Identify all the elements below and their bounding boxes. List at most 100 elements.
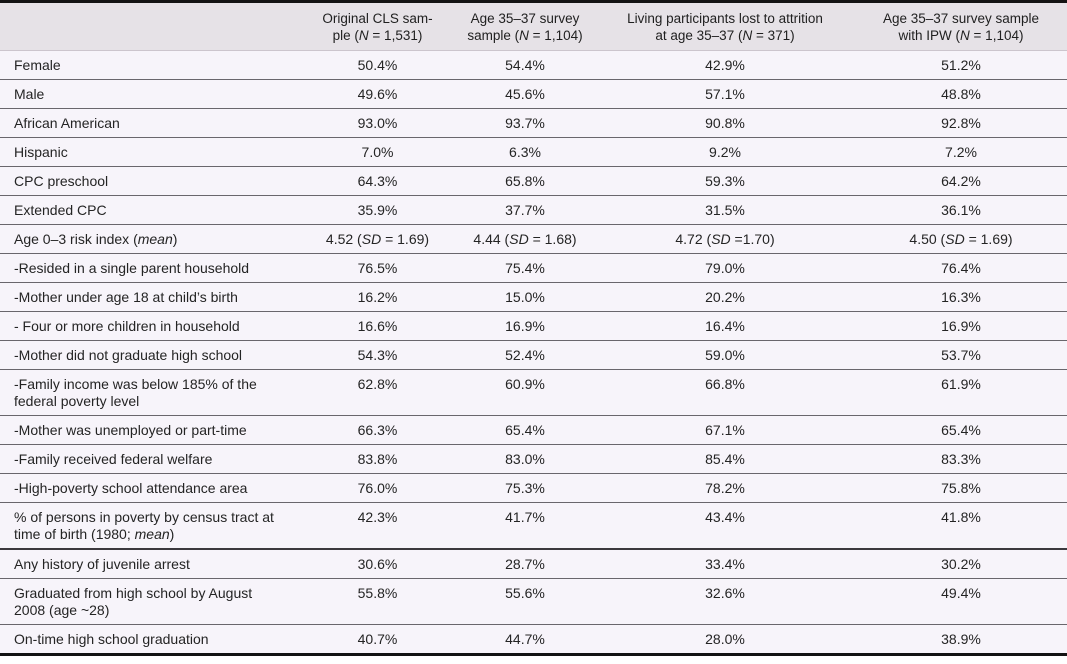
row-label: On-time high school graduation [0, 624, 300, 655]
table-row: African American 93.0% 93.7% 90.8% 92.8% [0, 108, 1067, 138]
cell-value: 7.0% [300, 137, 455, 167]
cell-value: 45.6% [455, 79, 595, 109]
cell-value: 30.6% [300, 548, 455, 579]
row-label: Female [0, 50, 300, 80]
cell-value: 83.3% [855, 444, 1067, 474]
row-label: Extended CPC [0, 195, 300, 225]
cell-value: 76.0% [300, 473, 455, 503]
cell-value: 54.4% [455, 50, 595, 80]
cell-value: 61.9% [855, 369, 1067, 416]
cell-value: 4.72 (SD =1.70) [595, 224, 855, 254]
column-header-1: Original CLS sam-ple (N = 1,531) [300, 1, 455, 51]
table-row: Hispanic 7.0% 6.3% 9.2% 7.2% [0, 137, 1067, 167]
row-label: -Family received federal welfare [0, 444, 300, 474]
cell-value: 28.0% [595, 624, 855, 655]
cell-value: 48.8% [855, 79, 1067, 109]
cell-value: 52.4% [455, 340, 595, 370]
cell-value: 4.44 (SD = 1.68) [455, 224, 595, 254]
cell-value: 16.3% [855, 282, 1067, 312]
cell-value: 41.8% [855, 502, 1067, 549]
cell-value: 59.3% [595, 166, 855, 196]
row-label: Graduated from high school by August 200… [0, 578, 300, 625]
cell-value: 6.3% [455, 137, 595, 167]
cell-value: 60.9% [455, 369, 595, 416]
row-label: -Family income was below 185% of the fed… [0, 369, 300, 416]
row-label: - Four or more children in household [0, 311, 300, 341]
row-label: Hispanic [0, 137, 300, 167]
row-label: -Mother was unemployed or part-time [0, 415, 300, 445]
cell-value: 93.0% [300, 108, 455, 138]
cell-value: 40.7% [300, 624, 455, 655]
table-row: -Resided in a single parent household 76.… [0, 253, 1067, 283]
cell-value: 42.3% [300, 502, 455, 549]
cell-value: 37.7% [455, 195, 595, 225]
column-header-2: Age 35–37 survey sample (N = 1,104) [455, 1, 595, 51]
row-label: African American [0, 108, 300, 138]
table-row: Extended CPC 35.9% 37.7% 31.5% 36.1% [0, 195, 1067, 225]
cell-value: 16.6% [300, 311, 455, 341]
cell-value: 90.8% [595, 108, 855, 138]
table-row: -Mother was unemployed or part-time 66.3%… [0, 415, 1067, 445]
cell-value: 76.5% [300, 253, 455, 283]
header-row: Original CLS sam-ple (N = 1,531) Age 35–3… [0, 1, 1067, 51]
cell-value: 57.1% [595, 79, 855, 109]
cell-value: 76.4% [855, 253, 1067, 283]
table-row: Any history of juvenile arrest 30.6% 28.7%… [0, 548, 1067, 579]
cell-value: 75.3% [455, 473, 595, 503]
table-row: - Four or more children in household 16.6… [0, 311, 1067, 341]
header-empty-cell [0, 1, 300, 51]
cell-value: 64.3% [300, 166, 455, 196]
cell-value: 44.7% [455, 624, 595, 655]
table-body: Female 50.4% 54.4% 42.9% 51.2% Male 49.6% 45.6%… [0, 50, 1067, 655]
cell-value: 65.4% [855, 415, 1067, 445]
cell-value: 33.4% [595, 548, 855, 579]
table-row: Graduated from high school by August 200… [0, 578, 1067, 625]
cell-value: 36.1% [855, 195, 1067, 225]
row-label: Male [0, 79, 300, 109]
column-header-4: Age 35–37 survey sample with IPW (N = 1,1… [855, 1, 1067, 51]
cell-value: 79.0% [595, 253, 855, 283]
cell-value: 83.0% [455, 444, 595, 474]
cell-value: 32.6% [595, 578, 855, 625]
cell-value: 65.4% [455, 415, 595, 445]
cell-value: 4.50 (SD = 1.69) [855, 224, 1067, 254]
cell-value: 38.9% [855, 624, 1067, 655]
row-label: % of persons in poverty by census tract … [0, 502, 300, 549]
cell-value: 67.1% [595, 415, 855, 445]
cell-value: 65.8% [455, 166, 595, 196]
cell-value: 43.4% [595, 502, 855, 549]
cell-value: 9.2% [595, 137, 855, 167]
cell-value: 50.4% [300, 50, 455, 80]
cell-value: 16.4% [595, 311, 855, 341]
cell-value: 62.8% [300, 369, 455, 416]
cell-value: 49.4% [855, 578, 1067, 625]
cell-value: 35.9% [300, 195, 455, 225]
row-label: CPC preschool [0, 166, 300, 196]
table-row: -Mother did not graduate high school 54.3… [0, 340, 1067, 370]
cell-value: 75.8% [855, 473, 1067, 503]
cell-value: 41.7% [455, 502, 595, 549]
row-label: -High-poverty school attendance area [0, 473, 300, 503]
cell-value: 30.2% [855, 548, 1067, 579]
cell-value: 93.7% [455, 108, 595, 138]
table-row: Male 49.6% 45.6% 57.1% 48.8% [0, 79, 1067, 109]
cell-value: 75.4% [455, 253, 595, 283]
cell-value: 15.0% [455, 282, 595, 312]
cell-value: 20.2% [595, 282, 855, 312]
cell-value: 92.8% [855, 108, 1067, 138]
cell-value: 16.9% [455, 311, 595, 341]
table-row: CPC preschool 64.3% 65.8% 59.3% 64.2% [0, 166, 1067, 196]
table-row: % of persons in poverty by census tract … [0, 502, 1067, 549]
cell-value: 55.6% [455, 578, 595, 625]
table-row: Age 0–3 risk index (mean) 4.52 (SD = 1.69… [0, 224, 1067, 254]
cell-value: 59.0% [595, 340, 855, 370]
table-header: Original CLS sam-ple (N = 1,531) Age 35–3… [0, 1, 1067, 51]
cell-value: 7.2% [855, 137, 1067, 167]
table-row: Female 50.4% 54.4% 42.9% 51.2% [0, 50, 1067, 80]
table-row: On-time high school graduation 40.7% 44.7%… [0, 624, 1067, 655]
cell-value: 4.52 (SD = 1.69) [300, 224, 455, 254]
cell-value: 16.2% [300, 282, 455, 312]
cell-value: 54.3% [300, 340, 455, 370]
cell-value: 42.9% [595, 50, 855, 80]
